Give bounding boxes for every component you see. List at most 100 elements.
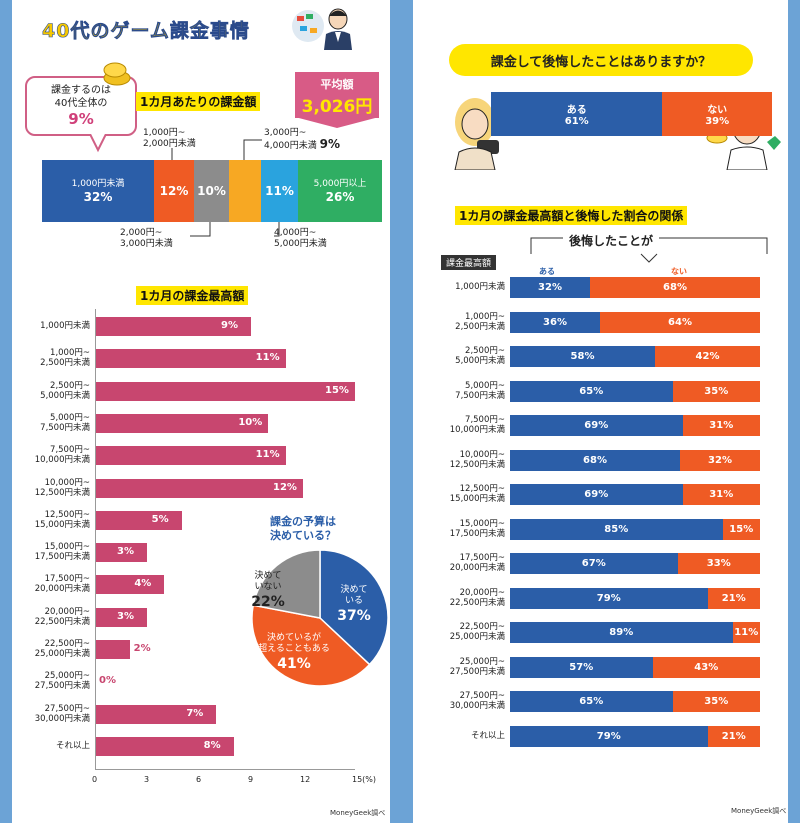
bar-value: 4% (134, 578, 152, 590)
bar-value: 0% (99, 675, 116, 687)
bar-value: 12% (273, 481, 297, 493)
pie-slice (251, 604, 371, 687)
bar-yes-segment: 58% (510, 346, 655, 367)
x-tick-label: 6 (196, 775, 202, 785)
bar-no-segment: 11% (732, 622, 760, 643)
max-amount-title: 1カ月の課金最高額 (136, 286, 249, 305)
category-label: 15,000円~ 17,500円未満 (449, 518, 505, 539)
right-panel: 課金して後悔したことはありますか？ ある 61% ない 39% 1カ月の課金最高… (413, 0, 788, 823)
stacked-bar: 69% 31% (510, 415, 760, 436)
pie-label: いない (254, 581, 281, 592)
pie-slice (319, 549, 389, 666)
pie-label: 決めて (340, 583, 367, 595)
category-label: 22,500円~ 25,000円未満 (449, 622, 505, 642)
pie-value: 22% (251, 594, 285, 610)
segment-label-2000-3000: 2,000円~ 3,000円未満 (120, 228, 173, 249)
stacked-bar: 89% 11% (510, 622, 760, 643)
x-tick-label: 3 (144, 775, 150, 785)
segment-under-1000: 1,000円未満 32% (42, 160, 154, 222)
regret-title: 課金して後悔したことはありますか？ (449, 44, 753, 76)
bar-no-segment: 31% (682, 415, 760, 436)
bar-yes-segment: 57% (510, 656, 653, 678)
x-tick-label: 12 (300, 775, 311, 785)
relation-header: 後悔したことが (563, 232, 660, 249)
bar-no-segment: 31% (682, 484, 760, 505)
bar (95, 704, 217, 724)
bar (95, 349, 286, 369)
bar-value: 11% (255, 449, 280, 461)
category-label: 5,000円~ 7,500円未満 (40, 412, 90, 433)
bar-yes-segment: 36% (510, 311, 600, 333)
bar-no-segment: 64% (600, 311, 760, 333)
bar (95, 607, 147, 627)
bar-yes-segment: 79% (510, 587, 708, 609)
bar-value: 2% (133, 643, 151, 654)
callout-value: 9% (68, 110, 94, 128)
budget-title-1: 課金の予算は (270, 515, 336, 528)
category-label: それ以上 (470, 730, 505, 741)
source-right: MoneyGeek調べ (731, 807, 787, 815)
segment-1000-2000: 12% (154, 160, 194, 222)
segment-value: 32% (83, 190, 113, 204)
segment-label: 5,000円以上 (313, 179, 367, 189)
regret-no-value: 39% (705, 116, 730, 127)
stacked-bar: 85% 15% (510, 518, 760, 540)
pie-label: 決めて (254, 569, 281, 581)
bar-no-segment: 21% (707, 587, 760, 609)
stacked-bar: 58% 42% (510, 346, 760, 367)
category-label: 17,500円~ 20,000円未満 (34, 574, 90, 595)
x-tick-label: 9 (248, 775, 254, 785)
pie-slice (252, 549, 321, 619)
page-title: 40代のゲーム課金事情 (42, 20, 250, 43)
regret-yes-label: ある (566, 105, 587, 116)
source-left: MoneyGeek調べ (330, 809, 386, 817)
regret-bar: ある 61% ない 39% (491, 92, 772, 136)
average-box: 平均額 3,026円 (295, 72, 379, 118)
category-label: それ以上 (55, 740, 90, 751)
category-label: 10,000円~ 12,500円未満 (34, 477, 90, 498)
bar-no-segment: 32% (680, 449, 760, 471)
stacked-bar: 57% 43% (510, 656, 760, 678)
category-label: 5,000円~ 7,500円未満 (455, 380, 505, 401)
bar-value: 5% (151, 513, 169, 525)
x-axis-line (95, 309, 96, 770)
bar-no-segment: 35% (672, 691, 760, 712)
bar-value: 8% (203, 739, 221, 751)
x-tick-label: 15(%) (352, 775, 377, 785)
bar-yes-segment: 67% (510, 553, 678, 574)
bar (95, 413, 269, 433)
relation-column-label: 課金最高額 (441, 255, 497, 270)
bar (95, 381, 355, 401)
category-label: 1,000円~ 2,500円未満 (455, 311, 505, 332)
segment-label-1000-2000: 1,000円~ 2,000円未満 (143, 128, 196, 149)
bar (95, 543, 147, 563)
bar-yes-segment: 79% (510, 725, 708, 747)
stacked-bar: 79% 21% (510, 725, 760, 747)
stacked-bar: 69% 31% (510, 484, 760, 505)
regret-no-label: ない (707, 105, 728, 116)
bar-yes-segment: 69% (510, 484, 683, 505)
category-label: 1,000円未満 (40, 321, 90, 331)
relation-chart: 1,000円未満 32% 68% 1,000円~ 2,500円未満 36% 64% 2,500… (413, 0, 788, 823)
budget-title: 課金の予算は 決めている？ (270, 515, 336, 543)
category-label: 27,500円~ 30,000円未満 (34, 703, 90, 724)
pie-value: 41% (277, 656, 311, 672)
category-label: 20,000円~ 22,500円未満 (449, 587, 505, 608)
bar-yes-segment: 69% (510, 415, 683, 436)
stacked-bar: 32% 68% (510, 277, 760, 298)
relation-no-legend: ない (671, 267, 687, 276)
man-illustration-icon (292, 8, 352, 50)
bar (95, 736, 234, 756)
bar-yes-segment: 68% (510, 449, 680, 471)
bar (95, 446, 286, 466)
bar (95, 640, 130, 659)
bar-yes-segment: 32% (510, 277, 590, 298)
category-label: 10,000円~ 12,500円未満 (449, 449, 505, 470)
budget-title-2: 決めている？ (270, 529, 336, 542)
regret-yes-value: 61% (564, 116, 589, 127)
bar-yes-segment: 85% (510, 518, 723, 540)
bar-value: 3% (117, 610, 134, 622)
category-label: 1,000円~ 2,500円未満 (40, 348, 90, 369)
segment-3000-4000 (229, 160, 261, 222)
